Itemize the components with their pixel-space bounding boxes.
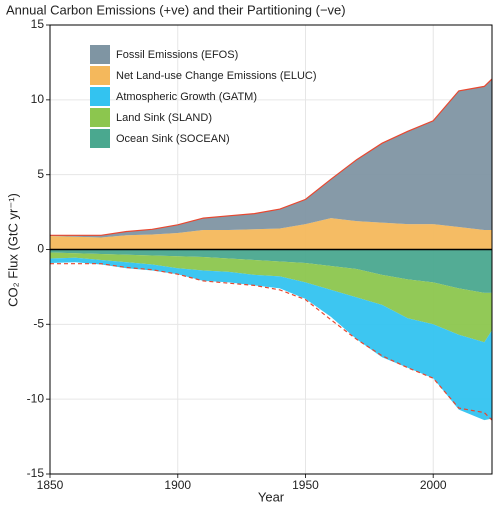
x-tick-label: 1950: [292, 478, 319, 492]
y-axis-label: CO₂ Flux (GtC yr⁻¹): [5, 193, 20, 307]
emissions-mirror-line: [50, 263, 493, 421]
x-tick-label: 1850: [37, 478, 64, 492]
area: [50, 257, 492, 421]
y-tick-label: 15: [31, 17, 45, 31]
legend-swatch: [90, 45, 110, 64]
y-tick-label: 10: [31, 92, 45, 106]
y-tick-label: -15: [27, 466, 45, 480]
y-tick-label: 0: [37, 242, 44, 256]
legend-swatch: [90, 108, 110, 127]
y-tick-label: -5: [33, 317, 44, 331]
area: [50, 78, 492, 238]
area: [50, 252, 492, 343]
chart-title: Annual Carbon Emissions (+ve) and their …: [6, 2, 346, 17]
legend-label: Net Land-use Change Emissions (ELUC): [116, 70, 317, 82]
x-tick-label: 2000: [420, 478, 447, 492]
y-tick-label: 5: [37, 167, 44, 181]
legend-swatch: [90, 66, 110, 85]
emissions-line: [50, 78, 493, 236]
legend-label: Ocean Sink (SOCEAN): [116, 133, 230, 145]
area: [50, 218, 492, 250]
legend-label: Land Sink (SLAND): [116, 112, 212, 124]
x-axis-label: Year: [258, 489, 285, 504]
area: [50, 249, 492, 293]
plot-border: [49, 24, 493, 475]
legend-swatch: [90, 129, 110, 148]
y-tick-label: -10: [27, 391, 45, 405]
legend-swatch: [90, 87, 110, 106]
x-tick-label: 1900: [164, 478, 191, 492]
legend-label: Atmospheric Growth (GATM): [116, 91, 257, 103]
legend-label: Fossil Emissions (EFOS): [116, 49, 238, 61]
